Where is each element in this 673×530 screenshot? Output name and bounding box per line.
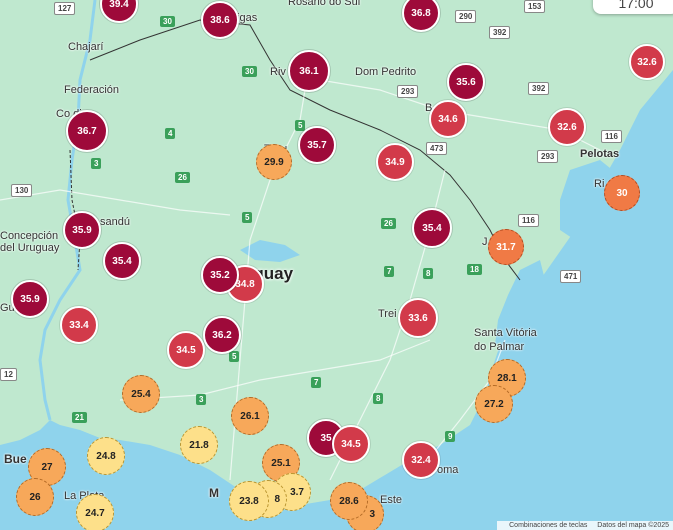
temp-marker[interactable]: 32.6 [548,108,586,146]
temp-marker[interactable]: 23.8 [229,481,269,521]
temp-marker[interactable]: 26.1 [231,397,269,435]
road [0,189,231,216]
route-shield: 8 [373,393,384,404]
temp-marker[interactable]: 35.4 [103,242,141,280]
temp-marker[interactable]: 34.6 [429,100,467,138]
temp-marker[interactable]: 25.4 [122,375,160,413]
place-este: Este [380,494,403,506]
temp-marker[interactable]: 35.4 [412,208,452,248]
place-dompedrito: Dom Pedrito [355,66,417,78]
temp-marker[interactable]: 36.8 [402,0,440,32]
temp-marker[interactable]: 34.9 [376,143,414,181]
temp-marker[interactable]: 26 [16,478,54,516]
route-shield: 116 [601,130,622,143]
temp-marker[interactable]: 30 [604,175,640,211]
temp-marker[interactable]: 27.2 [475,385,513,423]
route-shield: 5 [242,212,253,223]
place-rosario: Rosario do Sul [288,0,361,8]
route-shield: 30 [242,66,257,77]
place-rocha: oma [437,464,459,476]
temp-marker[interactable]: 32.6 [629,44,665,80]
route-shield: 471 [560,270,582,283]
place-santavitoria: Santa Vitória do Palmar [474,327,537,353]
route-shield: 392 [528,82,550,95]
place-paysandu: sandú [100,216,130,228]
route-shield: 4 [165,128,176,139]
place-concepcion: Concepción del Uruguay [0,230,60,254]
route-shield: 12 [0,368,17,381]
route-shield: 116 [518,214,539,227]
place-federacion: Federación [64,84,120,96]
road [119,339,431,401]
temp-marker[interactable]: 35.9 [11,280,49,318]
route-shield: 7 [311,377,322,388]
place-rivera: Riv [270,66,286,78]
place-pelotas: Pelotas [580,148,620,160]
route-shield: 8 [423,268,434,279]
route-shield: 290 [455,10,477,23]
lagoon-mirim [495,260,545,345]
keyboard-shortcuts-link[interactable]: Combinaciones de teclas [509,522,588,529]
temp-marker[interactable]: 38.6 [201,1,239,39]
temp-marker[interactable]: 24.8 [87,437,125,475]
temp-marker[interactable]: 21.8 [180,426,218,464]
route-shield: 26 [381,218,396,229]
route-shield: 30 [160,16,175,27]
route-shield: 392 [489,26,511,39]
map-data-credit[interactable]: Datos del mapa ©2025 [597,522,669,529]
temp-marker[interactable]: 34.5 [167,331,205,369]
place-jaguarao: J [482,236,488,248]
temp-marker[interactable]: 33.6 [398,298,438,338]
route-shield: 26 [175,172,190,183]
route-shield: 3 [196,394,207,405]
temp-marker[interactable]: 32.4 [402,441,440,479]
temp-marker[interactable]: 24.7 [76,494,114,530]
temp-marker[interactable]: 29.9 [256,144,292,180]
route-shield: 293 [537,150,559,163]
route-shield: 7 [384,266,395,277]
place-chajari: Chajarí [68,41,104,53]
temp-marker[interactable]: 35.6 [447,63,485,101]
route-shield: 5 [229,351,240,362]
route-shield: 473 [426,142,448,155]
route-shield: 5 [295,120,306,131]
route-shield: 21 [72,412,87,423]
route-shield: 293 [397,85,419,98]
route-shield: 9 [445,431,456,442]
route-shield: 3 [91,158,102,169]
temp-marker[interactable]: 28.6 [330,482,368,520]
route-shield: 153 [524,0,546,13]
temp-marker[interactable]: 35.9 [63,211,101,249]
place-bage: B [425,102,433,114]
temp-marker[interactable]: 36.2 [203,316,241,354]
temp-marker[interactable]: 34.5 [332,425,370,463]
map-attribution: Combinaciones de teclas Datos del mapa ©… [497,521,673,530]
route-shield: 18 [467,264,482,275]
temp-marker[interactable]: 35.7 [298,126,336,164]
temp-marker[interactable]: 31.7 [488,229,524,265]
uruguay-river [38,0,97,421]
place-montevideo: M [209,486,219,500]
rio-negro-lake [240,240,300,262]
route-shield: 130 [11,184,33,197]
temp-marker[interactable]: 35.2 [201,256,239,294]
place-artigas: tigas [234,12,258,24]
time-indicator[interactable]: 17:00 [593,0,673,14]
temp-marker[interactable]: 36.7 [66,110,108,152]
temp-marker[interactable]: 33.4 [60,306,98,344]
temp-marker[interactable]: 36.1 [288,50,330,92]
route-shield: 127 [54,2,76,15]
